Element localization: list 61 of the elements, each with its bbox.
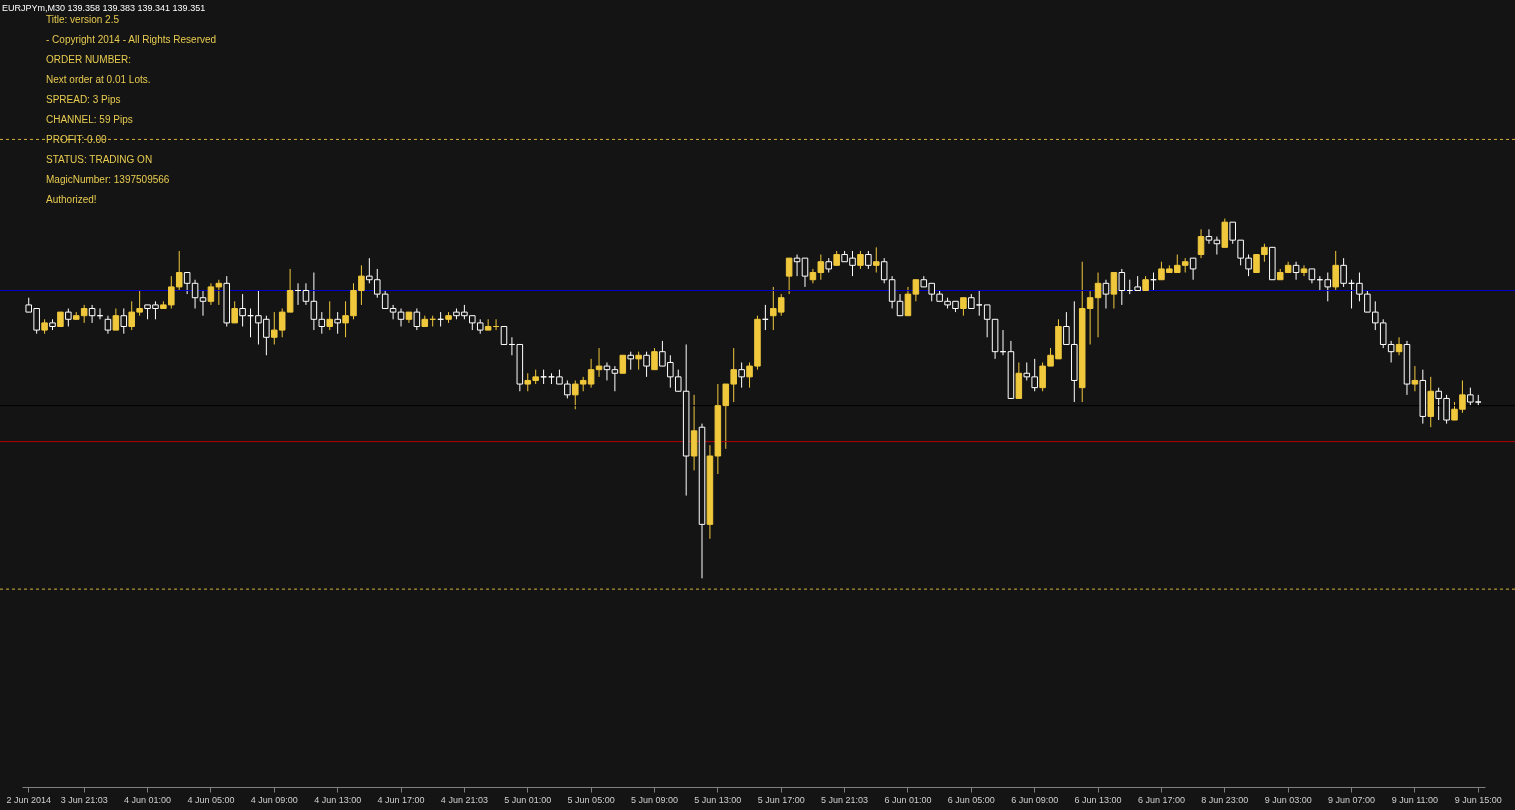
candlestick — [1292, 261, 1300, 281]
text: MagicNumber: 1397509566 — [46, 174, 170, 185]
candlestick — [326, 300, 333, 331]
candlestick — [785, 257, 793, 295]
x-tick-label: 5 Jun 05:00 — [567, 794, 615, 805]
text: CHANNEL: 59 Pips — [46, 114, 133, 125]
x-tick-label: 5 Jun 09:00 — [630, 794, 679, 805]
chart-title: EURJPYm,M30 139.358 139.383 139.341 139.351 — [2, 3, 206, 13]
candlestick — [120, 308, 128, 335]
candlestick — [1411, 365, 1419, 392]
x-tick-label: 3 Jun 21:03 — [60, 794, 108, 805]
x-tick-label: 8 Jun 23:00 — [1201, 794, 1249, 805]
candlestick — [793, 254, 801, 277]
candlestick — [199, 290, 207, 317]
candlestick — [1197, 228, 1205, 259]
x-tick-label: 4 Jun 05:00 — [187, 794, 235, 805]
candlestick — [1118, 268, 1126, 306]
candlestick — [1340, 257, 1347, 288]
text: Authorized! — [46, 194, 97, 205]
x-tick-label: 9 Jun 03:00 — [1264, 794, 1312, 805]
candlestick — [231, 300, 238, 324]
x-tick-label: 5 Jun 17:00 — [757, 794, 805, 805]
x-tick-label: 9 Jun 15:00 — [1454, 794, 1502, 805]
x-tick-label: 6 Jun 05:00 — [947, 794, 995, 805]
text: STATUS: TRADING ON — [46, 154, 153, 165]
candlestick — [1395, 336, 1403, 356]
candlestick — [873, 246, 880, 274]
candlestick — [651, 347, 658, 371]
x-tick-label: 4 Jun 21:03 — [440, 794, 488, 805]
candlestick — [643, 351, 650, 378]
x-tick-label: 6 Jun 09:00 — [1011, 794, 1059, 805]
x-tick-label: 4 Jun 09:00 — [250, 794, 298, 805]
candlestick — [1110, 272, 1118, 309]
text: ORDER NUMBER: — [46, 54, 132, 65]
candlestick — [1332, 250, 1339, 292]
candlestick — [1300, 264, 1308, 277]
x-tick-label: 9 Jun 07:00 — [1328, 794, 1376, 805]
candlestick — [112, 308, 120, 331]
x-tick-label: 6 Jun 13:00 — [1074, 794, 1122, 805]
text: - Copyright 2014 - All Rights Reserved — [46, 34, 217, 45]
x-tick-label: 4 Jun 17:00 — [377, 794, 425, 805]
candlestick — [738, 361, 745, 389]
x-tick-label: 5 Jun 21:03 — [821, 794, 869, 805]
candlestick — [1102, 279, 1110, 309]
text: Title: version 2.5 — [46, 14, 120, 25]
x-tick-label: 6 Jun 01:00 — [884, 794, 932, 805]
x-tick-label: 6 Jun 17:00 — [1137, 794, 1185, 805]
text: SPREAD: 3 Pips — [46, 94, 121, 105]
x-tick-label: 2 Jun 2014 — [6, 794, 52, 805]
text: Next order at 0.01 Lots. — [46, 74, 151, 85]
candlestick — [239, 293, 246, 327]
x-tick-label: 5 Jun 13:00 — [694, 794, 742, 805]
candlestick — [801, 257, 809, 288]
x-tick-label: 4 Jun 13:00 — [314, 794, 362, 805]
x-tick-label: 9 Jun 11:00 — [1391, 794, 1439, 805]
x-tick-label: 5 Jun 01:00 — [504, 794, 552, 805]
candlestick — [1189, 257, 1197, 281]
x-tick-label: 4 Jun 01:00 — [124, 794, 172, 805]
text: PROFIT: 0.00 — [46, 134, 108, 145]
candlestick — [413, 308, 421, 331]
candlestick — [334, 311, 341, 335]
